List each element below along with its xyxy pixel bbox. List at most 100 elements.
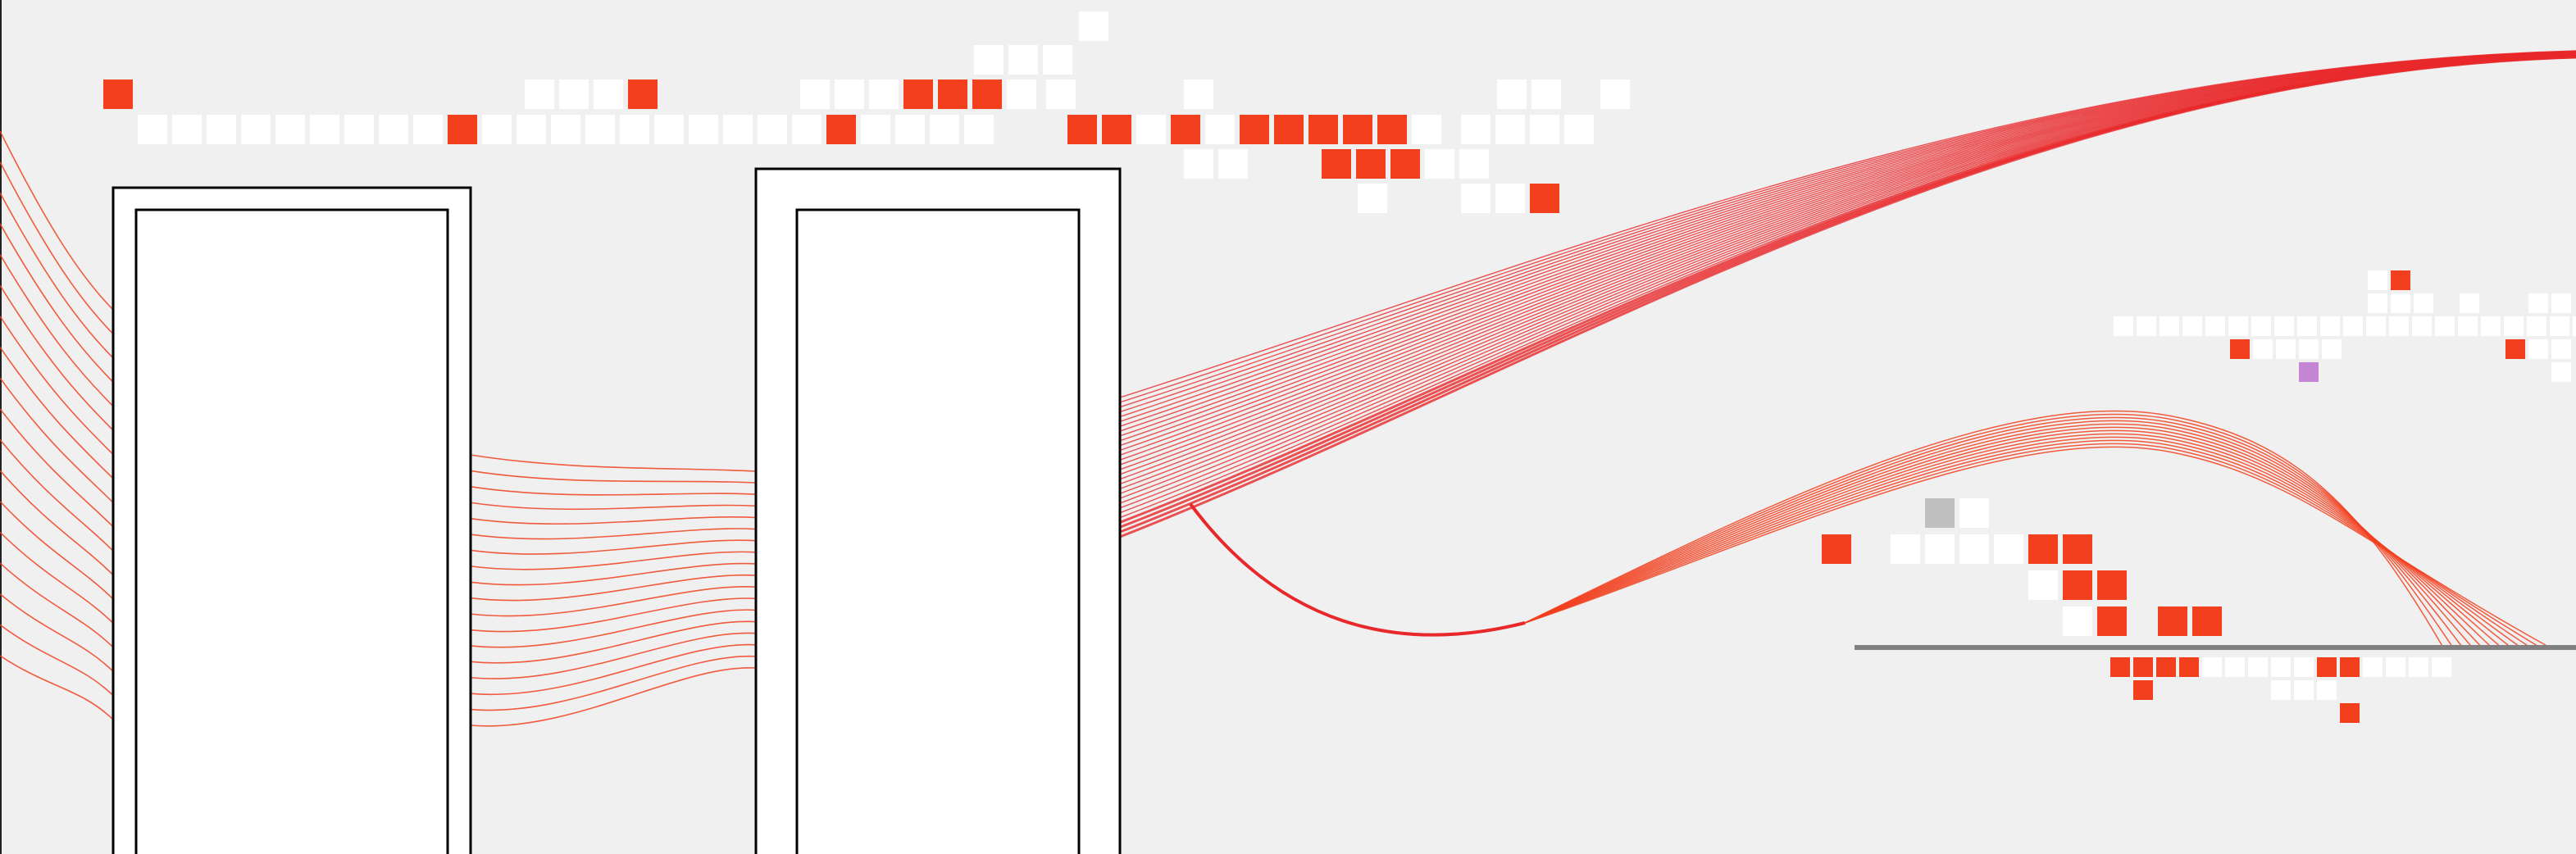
tile-red: [1822, 534, 1851, 564]
tile-white: [2432, 657, 2451, 677]
tile-white: [525, 79, 554, 109]
tile-white: [2389, 316, 2409, 336]
tile-white: [2205, 316, 2225, 336]
tile-white: [1530, 115, 1559, 144]
tile-white: [2409, 657, 2428, 677]
tile-white: [2550, 316, 2569, 336]
tile-white: [2182, 316, 2202, 336]
tile-red: [1102, 115, 1131, 144]
lower-wave-main: [1189, 502, 1526, 637]
tile-white: [2317, 680, 2337, 700]
tile-white: [482, 115, 512, 144]
tile-white: [689, 115, 718, 144]
tile-red: [2340, 703, 2360, 723]
tile-red: [2133, 680, 2153, 700]
tile-white: [869, 79, 899, 109]
tile-white: [2271, 657, 2291, 677]
tile-red: [1240, 115, 1269, 144]
left-fan-line: [0, 284, 116, 433]
tile-white: [2299, 339, 2319, 359]
middle-band-line: [470, 486, 757, 496]
tile-red: [826, 115, 856, 144]
left-edge-line: [0, 0, 2, 854]
tile-white: [2114, 316, 2133, 336]
tile-white: [594, 79, 623, 109]
left-fan-line: [0, 254, 116, 409]
tile-white: [1412, 115, 1441, 144]
lower-wave-arc-line: [1524, 410, 2444, 648]
tile-white: [930, 115, 959, 144]
tile-white: [2391, 293, 2410, 313]
tile-white: [2294, 657, 2314, 677]
tile-white: [2160, 316, 2179, 336]
tile-white: [2063, 606, 2092, 636]
tile-red: [1067, 115, 1097, 144]
tile-white: [2504, 316, 2524, 336]
tile-white: [2251, 316, 2271, 336]
long-sweep-line: [1119, 56, 2576, 534]
tile-white: [1959, 534, 1989, 564]
tile-white: [620, 115, 649, 144]
left-fan-line: [0, 192, 116, 361]
tile-purple: [2299, 362, 2319, 382]
tile-white: [275, 115, 305, 144]
tile-red: [448, 115, 477, 144]
curves-layer: [0, 50, 2576, 727]
left-fan-line: [0, 562, 116, 650]
tiles-layer: [103, 11, 2576, 723]
tile-white: [2366, 316, 2386, 336]
frame-left-inner: [134, 208, 449, 854]
tile-white: [1497, 79, 1527, 109]
tile-red: [2156, 657, 2176, 677]
long-sweep-line: [1119, 56, 2576, 538]
tile-white: [2343, 316, 2363, 336]
tile-red: [1274, 115, 1304, 144]
frame-right-inner: [795, 208, 1081, 854]
tile-red: [1322, 149, 1351, 179]
left-fan-line: [0, 130, 116, 312]
tile-red: [1356, 149, 1386, 179]
tile-white: [241, 115, 271, 144]
long-sweep-line: [1119, 55, 2576, 524]
left-fan-line: [0, 316, 116, 457]
tile-red: [103, 79, 133, 109]
tile-white: [138, 115, 167, 144]
tile-gray: [1925, 498, 1955, 528]
middle-band-line: [470, 655, 757, 711]
tile-white: [2202, 657, 2222, 677]
tile-red: [628, 79, 658, 109]
frames-layer: [112, 167, 1122, 854]
tile-white: [379, 115, 408, 144]
tile-white: [1459, 149, 1489, 179]
left-fan-line: [0, 624, 116, 698]
middle-band-line: [470, 539, 757, 555]
tile-red: [938, 79, 967, 109]
tile-red: [972, 79, 1002, 109]
tile-red: [1343, 115, 1372, 144]
tile-white: [2320, 316, 2340, 336]
tile-red: [2317, 657, 2337, 677]
tile-red: [2391, 270, 2410, 290]
left-fan-line: [0, 470, 116, 578]
tile-white: [1007, 79, 1036, 109]
tile-white: [800, 79, 830, 109]
tile-white: [1461, 184, 1491, 213]
left-fan-line: [0, 593, 116, 674]
tile-white: [2228, 316, 2248, 336]
tile-white: [2137, 316, 2156, 336]
tile-white: [2460, 293, 2479, 313]
left-fan-line: [0, 161, 116, 336]
tile-white: [2297, 316, 2317, 336]
tile-white: [1079, 11, 1108, 41]
tile-white: [2294, 680, 2314, 700]
tile-white: [974, 45, 1004, 75]
tile-white: [654, 115, 684, 144]
tile-white: [2363, 657, 2383, 677]
tile-white: [1891, 534, 1920, 564]
tile-red: [2179, 657, 2199, 677]
tile-white: [2368, 270, 2387, 290]
tile-white: [207, 115, 236, 144]
middle-band-line: [470, 516, 757, 525]
middle-band-line: [470, 586, 757, 617]
